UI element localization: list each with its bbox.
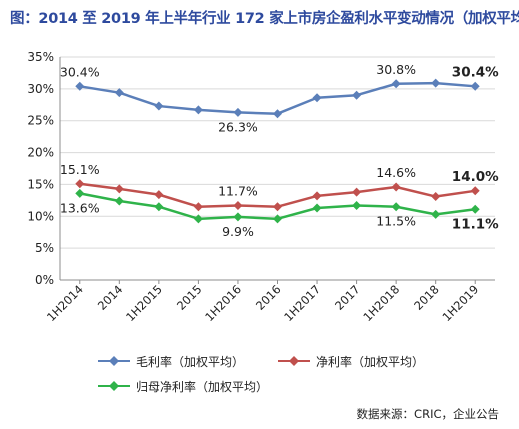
data-point	[273, 109, 282, 119]
x-tick-label: 1H2017	[281, 282, 323, 324]
data-point	[193, 214, 203, 224]
data-point	[312, 191, 322, 201]
data-label: 30.4%	[60, 64, 100, 79]
data-point	[431, 209, 441, 219]
x-tick-label: 1H2019	[439, 282, 481, 324]
data-point	[114, 196, 124, 206]
y-tick-label: 35%	[27, 50, 54, 64]
data-point	[233, 212, 243, 222]
x-tick-label: 2018	[411, 282, 442, 313]
data-label: 30.4%	[452, 64, 499, 80]
data-point	[233, 107, 243, 117]
y-tick-label: 10%	[27, 209, 54, 223]
x-tick-label: 1H2014	[44, 282, 86, 324]
data-point	[352, 90, 362, 100]
data-point	[114, 88, 124, 98]
y-tick-label: 15%	[27, 177, 54, 191]
data-point	[75, 179, 85, 189]
x-tick-label: 1H2015	[123, 282, 165, 324]
data-label: 26.3%	[218, 119, 258, 134]
series-line-0	[79, 81, 476, 115]
x-tick-label: 2016	[253, 282, 284, 313]
data-point	[273, 214, 282, 224]
y-tick-label: 5%	[35, 241, 54, 255]
y-tick-label: 25%	[27, 114, 54, 128]
data-point	[470, 81, 480, 91]
data-label: 11.1%	[452, 216, 499, 232]
data-point	[391, 202, 401, 212]
y-tick-label: 20%	[27, 146, 54, 160]
data-label: 14.0%	[452, 169, 499, 185]
data-label: 13.6%	[60, 200, 100, 215]
data-point	[75, 188, 85, 198]
data-point	[233, 200, 243, 210]
data-point	[312, 93, 322, 103]
data-point	[114, 184, 124, 194]
data-label: 30.8%	[376, 62, 416, 77]
x-tick-label: 1H2016	[202, 282, 244, 324]
data-point	[431, 192, 441, 202]
data-point	[193, 202, 203, 212]
data-point	[193, 105, 203, 115]
data-point	[154, 190, 164, 200]
y-tick-label: 30%	[27, 82, 54, 96]
data-point	[391, 182, 401, 192]
data-label: 15.1%	[60, 162, 100, 177]
data-point	[352, 187, 362, 197]
data-point	[154, 101, 164, 111]
data-point	[154, 202, 164, 212]
data-point	[391, 79, 401, 89]
data-label: 11.7%	[218, 183, 258, 198]
data-label: 11.5%	[376, 214, 416, 229]
x-tick-label: 1H2018	[360, 282, 402, 324]
x-tick-label: 2015	[174, 282, 205, 313]
data-source-note: 数据来源：CRIC，企业公告	[356, 407, 499, 421]
data-point	[312, 203, 322, 213]
data-point	[75, 81, 85, 91]
data-point	[470, 204, 480, 214]
x-tick-label: 2014	[95, 282, 126, 313]
data-point	[470, 186, 480, 196]
data-point	[273, 202, 282, 212]
data-label: 14.6%	[376, 165, 416, 180]
y-tick-label: 0%	[35, 273, 54, 287]
chart-title: 图：2014 至 2019 年上半年行业 172 家上市房企盈利水平变动情况（加…	[10, 11, 519, 27]
x-tick-label: 2017	[332, 282, 363, 313]
data-label: 9.9%	[222, 224, 254, 239]
data-point	[352, 200, 362, 210]
data-point	[431, 78, 441, 88]
